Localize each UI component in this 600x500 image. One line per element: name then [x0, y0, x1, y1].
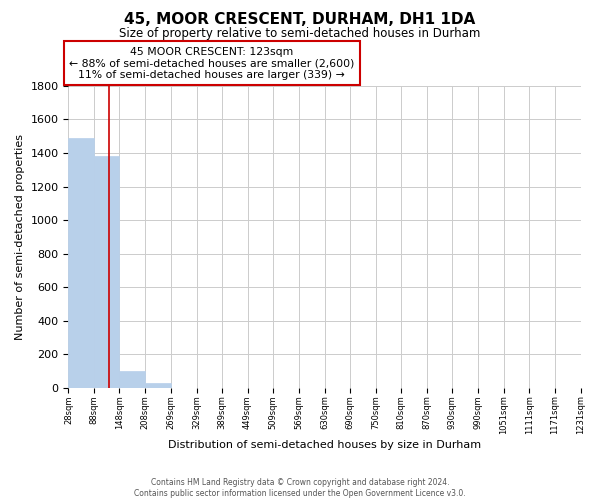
Text: Size of property relative to semi-detached houses in Durham: Size of property relative to semi-detach… — [119, 27, 481, 40]
Bar — [119, 371, 145, 388]
Y-axis label: Number of semi-detached properties: Number of semi-detached properties — [15, 134, 25, 340]
X-axis label: Distribution of semi-detached houses by size in Durham: Distribution of semi-detached houses by … — [168, 440, 481, 450]
Bar — [94, 156, 119, 388]
Text: 45, MOOR CRESCENT, DURHAM, DH1 1DA: 45, MOOR CRESCENT, DURHAM, DH1 1DA — [124, 12, 476, 27]
Bar — [145, 383, 171, 388]
Bar — [68, 138, 94, 388]
Text: 45 MOOR CRESCENT: 123sqm
← 88% of semi-detached houses are smaller (2,600)
11% o: 45 MOOR CRESCENT: 123sqm ← 88% of semi-d… — [69, 46, 355, 80]
Text: Contains HM Land Registry data © Crown copyright and database right 2024.
Contai: Contains HM Land Registry data © Crown c… — [134, 478, 466, 498]
